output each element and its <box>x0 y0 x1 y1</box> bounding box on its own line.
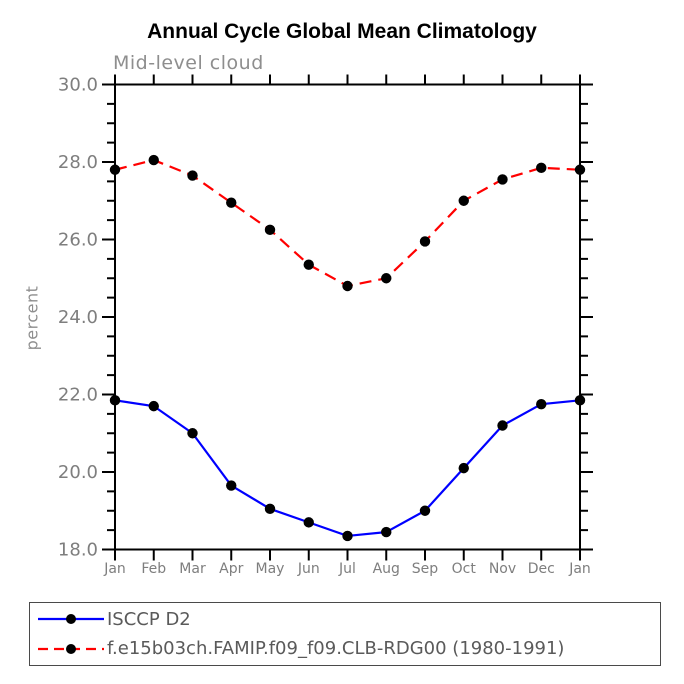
data-point-marker <box>187 428 198 439</box>
data-point-marker <box>536 398 547 410</box>
y-tick-label: 28.0 <box>58 152 98 173</box>
data-point-marker <box>187 170 198 181</box>
x-tick-label: Feb <box>141 561 166 577</box>
x-tick-label: Dec <box>528 561 555 577</box>
legend-item-isccp-d2: ISCCP D2 <box>38 606 660 632</box>
data-point-marker <box>458 195 469 206</box>
y-tick-label: 26.0 <box>58 230 98 251</box>
data-point-marker <box>148 154 159 166</box>
data-point-marker <box>381 526 392 538</box>
y-tick-label: 24.0 <box>58 307 98 328</box>
y-tick-label: 22.0 <box>58 385 98 406</box>
chart-subtitle: Mid-level cloud <box>113 52 264 74</box>
chart-title: Annual Cycle Global Mean Climatology <box>147 20 537 43</box>
data-point-marker <box>148 400 159 412</box>
data-point-marker <box>226 480 237 491</box>
x-tick-label: Jun <box>297 561 320 577</box>
data-point-marker <box>458 462 469 474</box>
data-point-marker <box>303 259 314 270</box>
data-point-marker <box>109 395 121 406</box>
legend-marker <box>66 643 76 654</box>
x-tick-label: May <box>256 561 285 577</box>
data-point-marker <box>419 236 431 247</box>
legend-label: f.e15b03ch.FAMIP.f09_f09.CLB-RDG00 (1980… <box>107 638 565 660</box>
data-point-marker <box>264 224 276 236</box>
y-tick-label: 30.0 <box>58 75 98 96</box>
series-line-1 <box>114 158 581 288</box>
axis-frame <box>114 83 581 551</box>
data-point-marker <box>497 420 508 431</box>
data-point-marker <box>497 174 508 185</box>
legend-marker <box>66 614 76 625</box>
series-line-0 <box>114 399 581 538</box>
data-point-marker <box>419 505 431 516</box>
x-tick-label: Oct <box>452 561 477 577</box>
data-point-marker <box>574 395 586 406</box>
data-point-marker <box>109 164 121 175</box>
x-tick-label: Jul <box>338 561 356 577</box>
data-point-marker <box>264 503 276 515</box>
data-point-marker <box>226 197 237 208</box>
legend-swatch-solid-line <box>38 614 104 625</box>
y-tick-label: 18.0 <box>58 540 98 561</box>
data-point-marker <box>303 517 314 528</box>
data-point-marker <box>536 162 547 174</box>
x-tick-label: Mar <box>179 561 206 577</box>
x-tick-label: Jan <box>103 561 126 577</box>
data-point-marker <box>574 164 586 175</box>
x-tick-label: Nov <box>489 561 516 577</box>
x-tick-label: Aug <box>373 561 400 577</box>
legend-swatch-dashed-line <box>38 643 104 654</box>
x-tick-label: Sep <box>412 561 439 577</box>
legend-item-model-run: f.e15b03ch.FAMIP.f09_f09.CLB-RDG00 (1980… <box>38 636 660 662</box>
data-point-marker <box>342 280 353 292</box>
legend-label: ISCCP D2 <box>107 608 191 630</box>
x-tick-label: Apr <box>219 561 243 577</box>
data-point-marker <box>342 530 353 542</box>
x-tick-label: Jan <box>568 561 591 577</box>
legend-box: ISCCP D2 f.e15b03ch.FAMIP.f09_f09.CLB-RD… <box>29 602 661 666</box>
y-tick-label: 20.0 <box>58 462 98 483</box>
data-point-marker <box>381 273 392 284</box>
